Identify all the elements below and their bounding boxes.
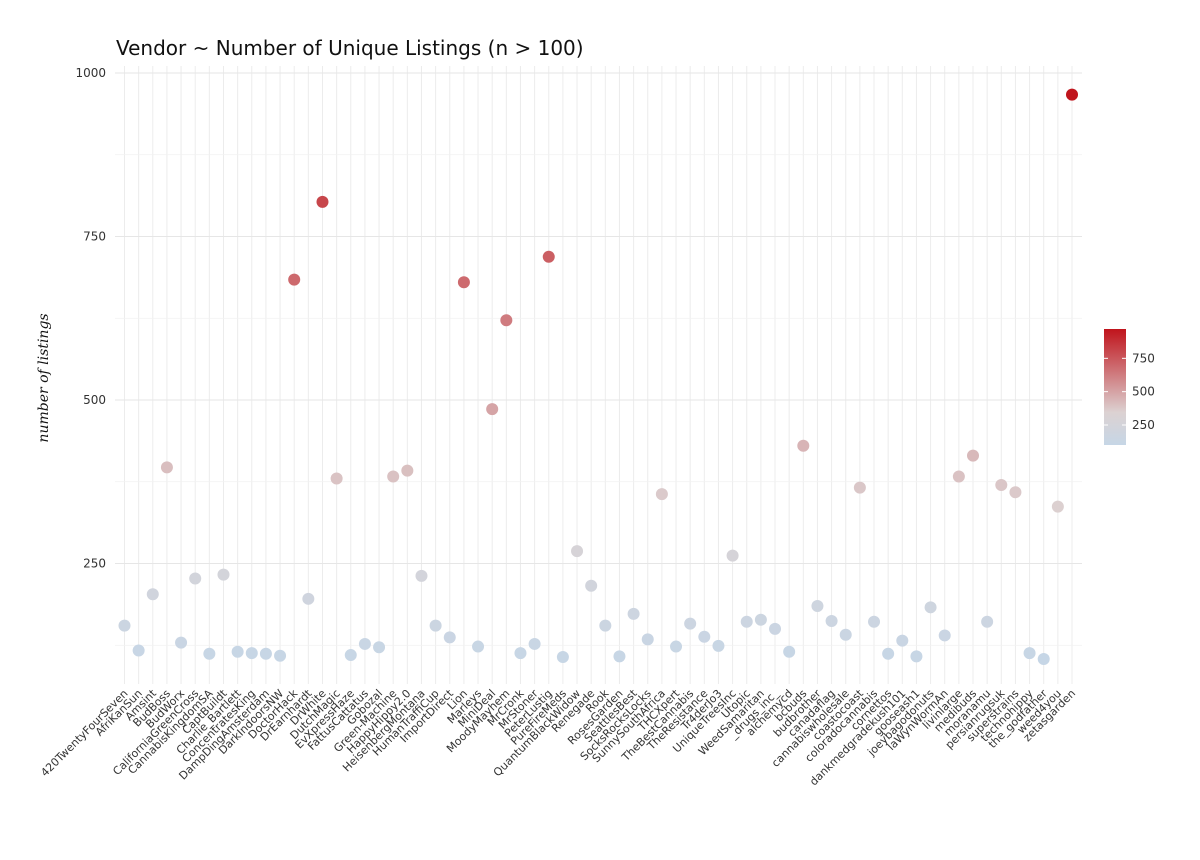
y-axis-ticks: 250 500 750 1000	[75, 66, 106, 571]
data-point	[655, 488, 668, 501]
data-point	[882, 647, 895, 660]
data-point	[797, 439, 810, 452]
data-point	[726, 549, 739, 562]
y-tick-label: 500	[83, 393, 106, 407]
x-axis-ticks: 420TwentyFourSevenAfriKanSunAmsintBudBos…	[38, 686, 1078, 788]
data-point	[330, 472, 343, 485]
chart-title: Vendor ~ Number of Unique Listings (n > …	[116, 36, 584, 60]
data-point	[811, 600, 824, 613]
y-tick-label: 250	[83, 557, 106, 571]
data-point	[203, 647, 216, 660]
y-tick-label: 1000	[75, 66, 106, 80]
data-point	[401, 464, 414, 477]
data-points	[118, 88, 1078, 665]
data-point	[542, 250, 555, 263]
data-point	[868, 615, 881, 628]
data-point	[1051, 500, 1064, 513]
data-point	[245, 647, 258, 660]
data-point	[373, 641, 386, 654]
legend-colorbar	[1104, 329, 1126, 445]
data-point	[754, 613, 767, 626]
data-point	[457, 276, 470, 289]
data-point	[698, 630, 711, 643]
legend-tick-label: 250	[1132, 418, 1155, 432]
data-point	[712, 639, 725, 652]
data-point	[896, 634, 909, 647]
data-point	[259, 647, 272, 660]
data-point	[358, 637, 371, 650]
data-point	[740, 615, 753, 628]
data-point	[1009, 486, 1022, 499]
data-point	[952, 470, 965, 483]
data-point	[938, 629, 951, 642]
data-point	[429, 619, 442, 632]
legend-tick-label: 500	[1132, 385, 1155, 399]
data-point	[231, 645, 244, 658]
data-point	[967, 449, 980, 462]
data-point	[514, 647, 527, 660]
data-point	[1023, 647, 1036, 660]
data-point	[132, 644, 145, 657]
legend-tick-label: 750	[1132, 351, 1155, 365]
data-point	[274, 649, 287, 662]
data-point	[556, 651, 569, 664]
data-point	[302, 592, 315, 605]
grid	[115, 66, 1082, 684]
data-point	[769, 622, 782, 635]
data-point	[627, 607, 640, 620]
data-point	[486, 403, 499, 416]
y-axis-label: number of listings	[36, 313, 52, 442]
data-point	[924, 601, 937, 614]
data-point	[995, 479, 1008, 492]
data-point	[316, 195, 329, 208]
data-point	[1037, 652, 1050, 665]
data-point	[825, 615, 838, 628]
data-point	[684, 617, 697, 630]
y-tick-label: 750	[83, 230, 106, 244]
data-point	[472, 640, 485, 653]
data-point	[344, 649, 357, 662]
data-point	[839, 628, 852, 641]
data-point	[189, 572, 202, 585]
data-point	[981, 615, 994, 628]
data-point	[910, 650, 923, 663]
data-point	[500, 314, 513, 327]
data-point	[443, 631, 456, 644]
data-point	[217, 568, 230, 581]
data-point	[613, 650, 626, 663]
data-point	[599, 619, 612, 632]
data-point	[146, 588, 159, 601]
color-legend: 250 500 750	[1104, 329, 1155, 445]
data-point	[1066, 88, 1078, 101]
data-point	[585, 579, 598, 592]
data-point	[118, 619, 131, 632]
data-point	[670, 640, 683, 653]
data-point	[783, 645, 796, 658]
data-point	[175, 636, 188, 649]
data-point	[571, 545, 584, 558]
data-point	[415, 569, 428, 582]
data-point	[288, 273, 301, 286]
data-point	[387, 470, 400, 483]
data-point	[160, 461, 173, 474]
data-point	[853, 481, 866, 494]
data-point	[528, 637, 541, 650]
data-point	[641, 633, 654, 646]
